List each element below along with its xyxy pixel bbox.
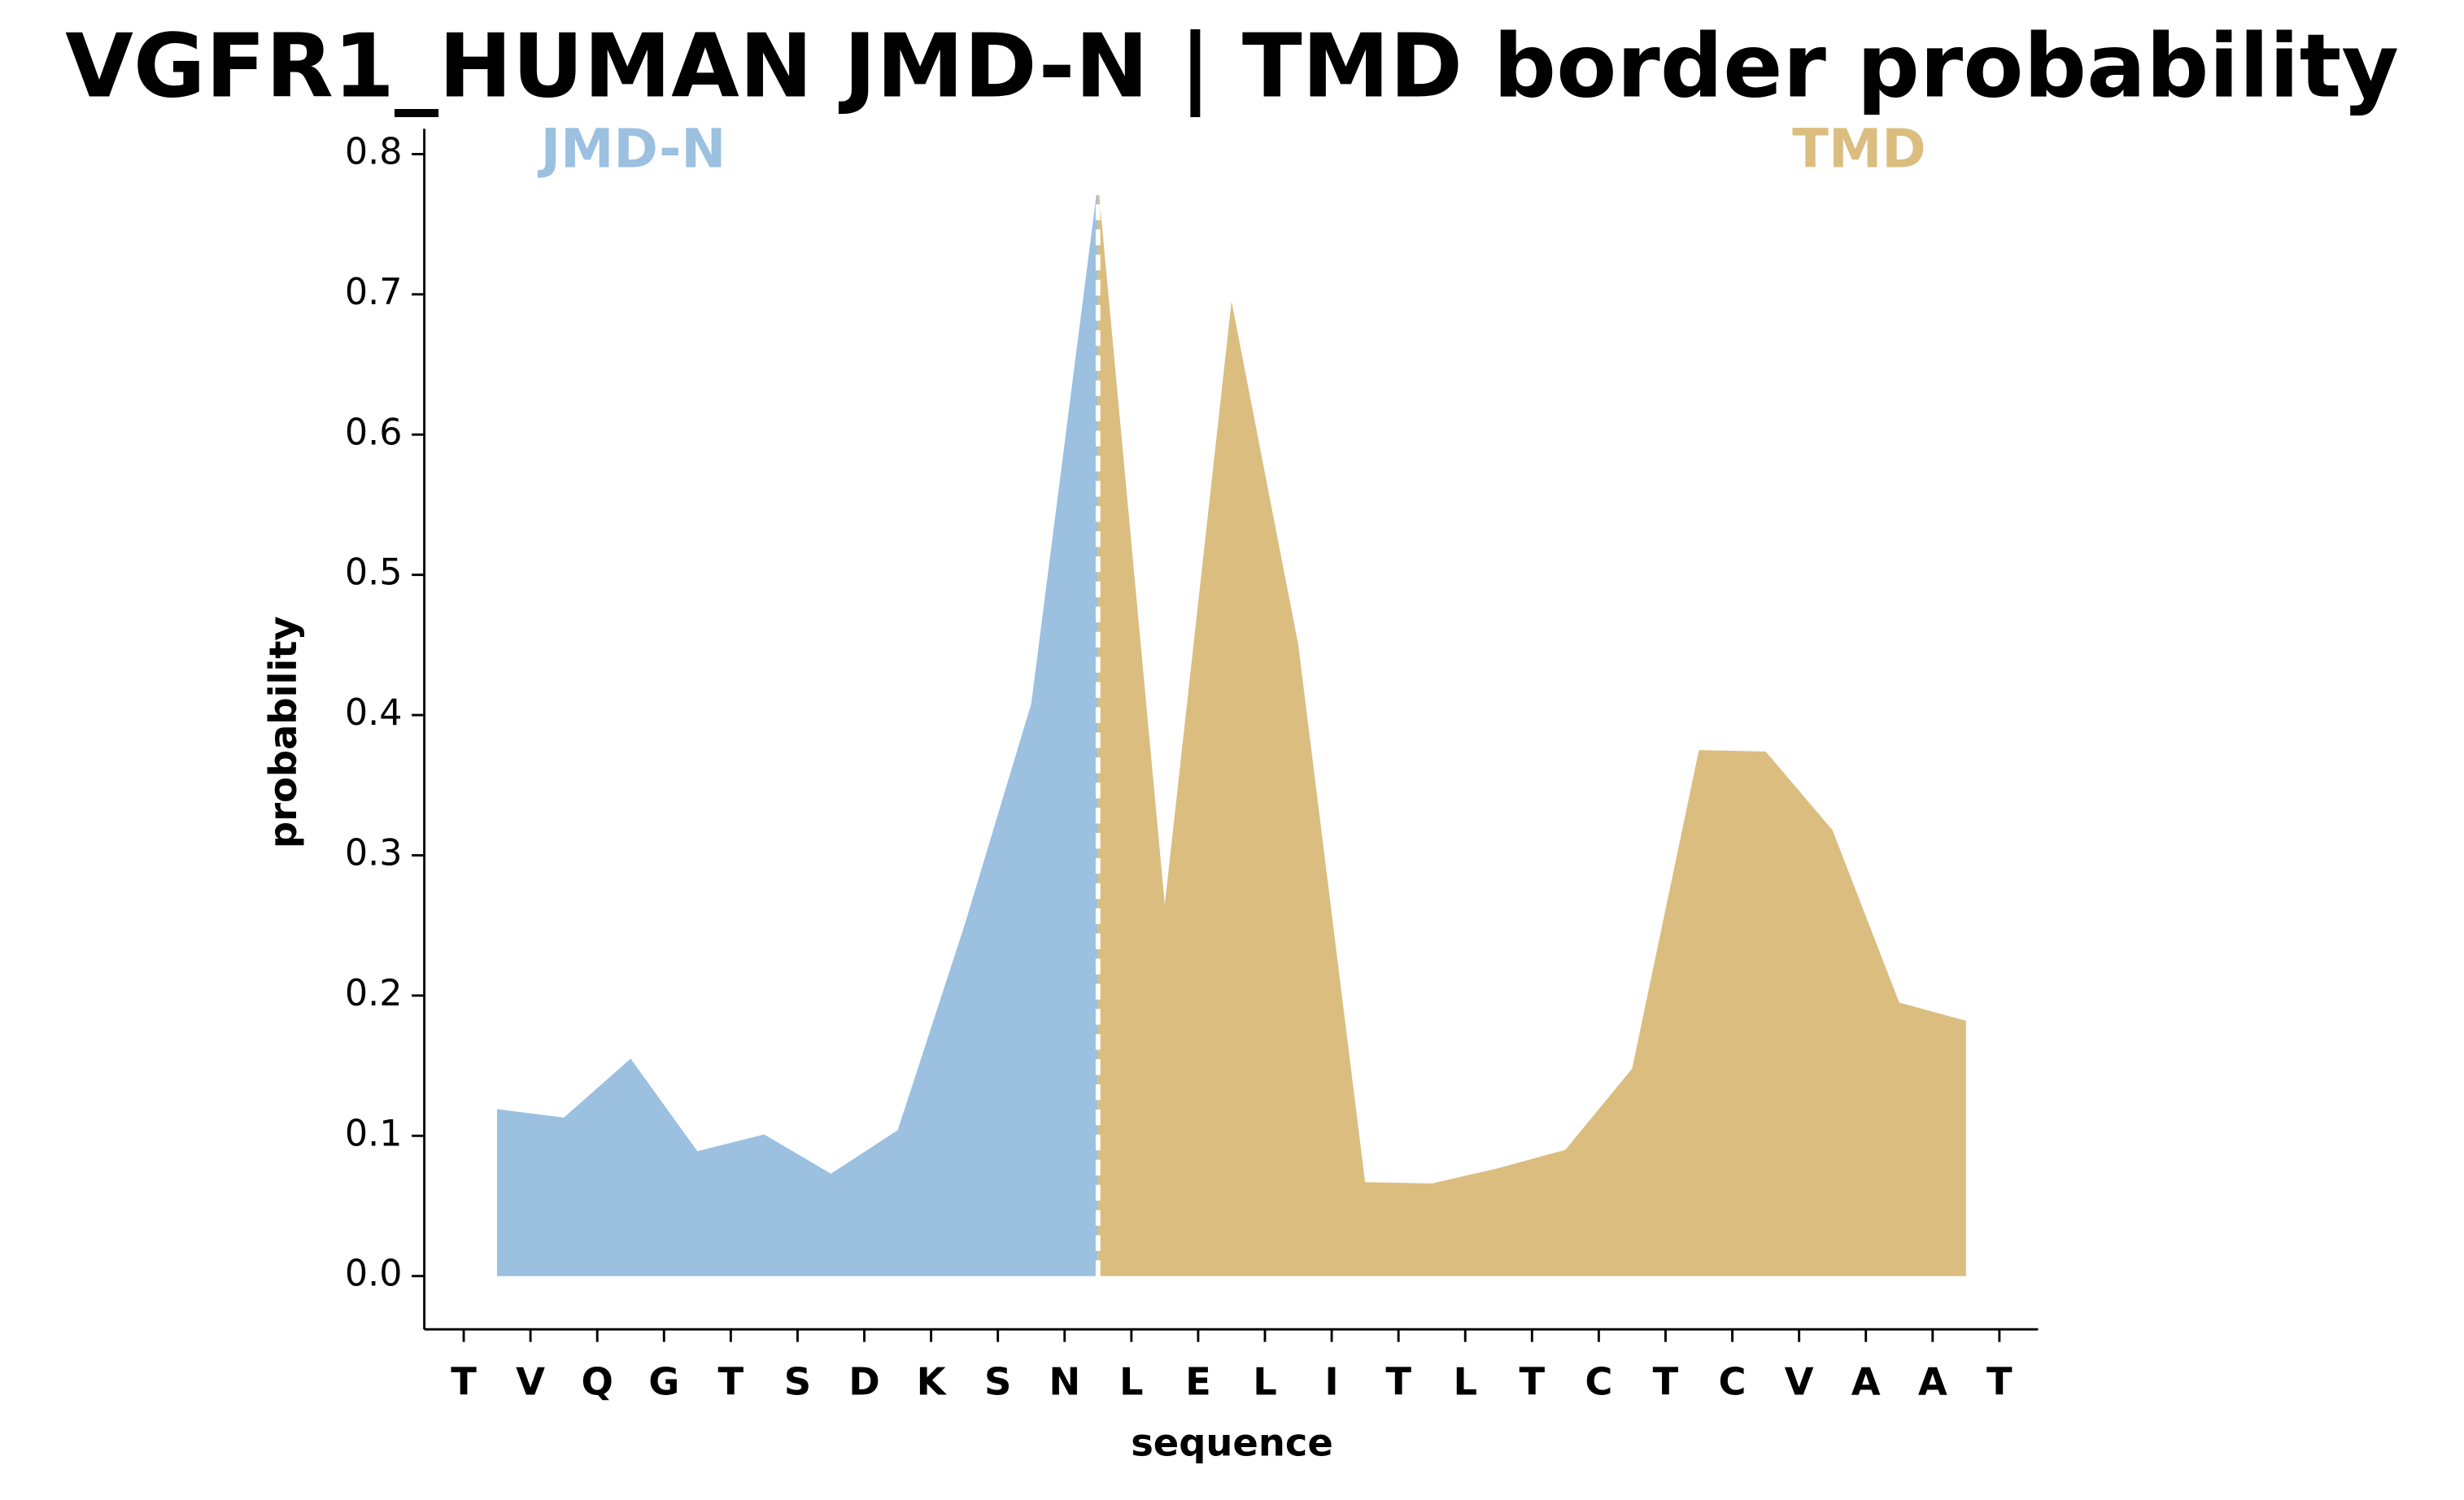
y-tick-label: 0.1 [345,1113,403,1154]
x-tick-label: T [1519,1359,1545,1403]
y-tick-label: 0.7 [345,272,403,313]
x-tick-label: I [1324,1359,1338,1403]
y-tick-label: 0.8 [345,131,403,172]
x-tick-label: S [984,1359,1011,1403]
area [497,181,1098,1276]
x-tick-label: D [848,1359,879,1403]
x-tick-label: T [718,1359,744,1403]
y-tick-label: 0.5 [345,552,403,594]
chart-title: VGFR1_HUMAN JMD-N | TMD border probabili… [65,15,2399,118]
x-tick-label: T [1385,1359,1411,1403]
x-tick-label: V [1785,1359,1814,1403]
x-tick-label: S [784,1359,811,1403]
x-tick-label: L [1453,1359,1477,1403]
x-tick-label: A [1851,1359,1881,1403]
x-tick-label: A [1918,1359,1947,1403]
x-tick-label: N [1049,1359,1080,1403]
x-tick-label: T [1653,1359,1679,1403]
x-tick-label: C [1719,1359,1747,1403]
x-tick-label: L [1253,1359,1277,1403]
y-tick-label: 0.0 [345,1254,403,1295]
x-tick-label: L [1119,1359,1144,1403]
x-tick-label: Q [581,1359,613,1403]
x-tick-label: T [1986,1359,2013,1403]
x-tick-label: G [648,1359,679,1403]
y-tick-label: 0.3 [345,832,403,874]
x-axis-label: sequence [1131,1421,1333,1465]
x-tick-label: T [451,1359,477,1403]
y-tick-label: 0.4 [345,692,403,734]
x-tick-label: E [1185,1359,1211,1403]
x-tick-label: C [1585,1359,1612,1403]
x-tick-label: V [516,1359,545,1403]
y-axis-label: probability [261,616,305,848]
y-tick-label: 0.2 [345,973,403,1014]
region-label: JMD-N [538,118,726,180]
y-tick-label: 0.6 [345,412,403,453]
area [1097,181,1966,1276]
region-label: TMD [1792,118,1926,180]
x-tick-label: K [917,1359,948,1403]
